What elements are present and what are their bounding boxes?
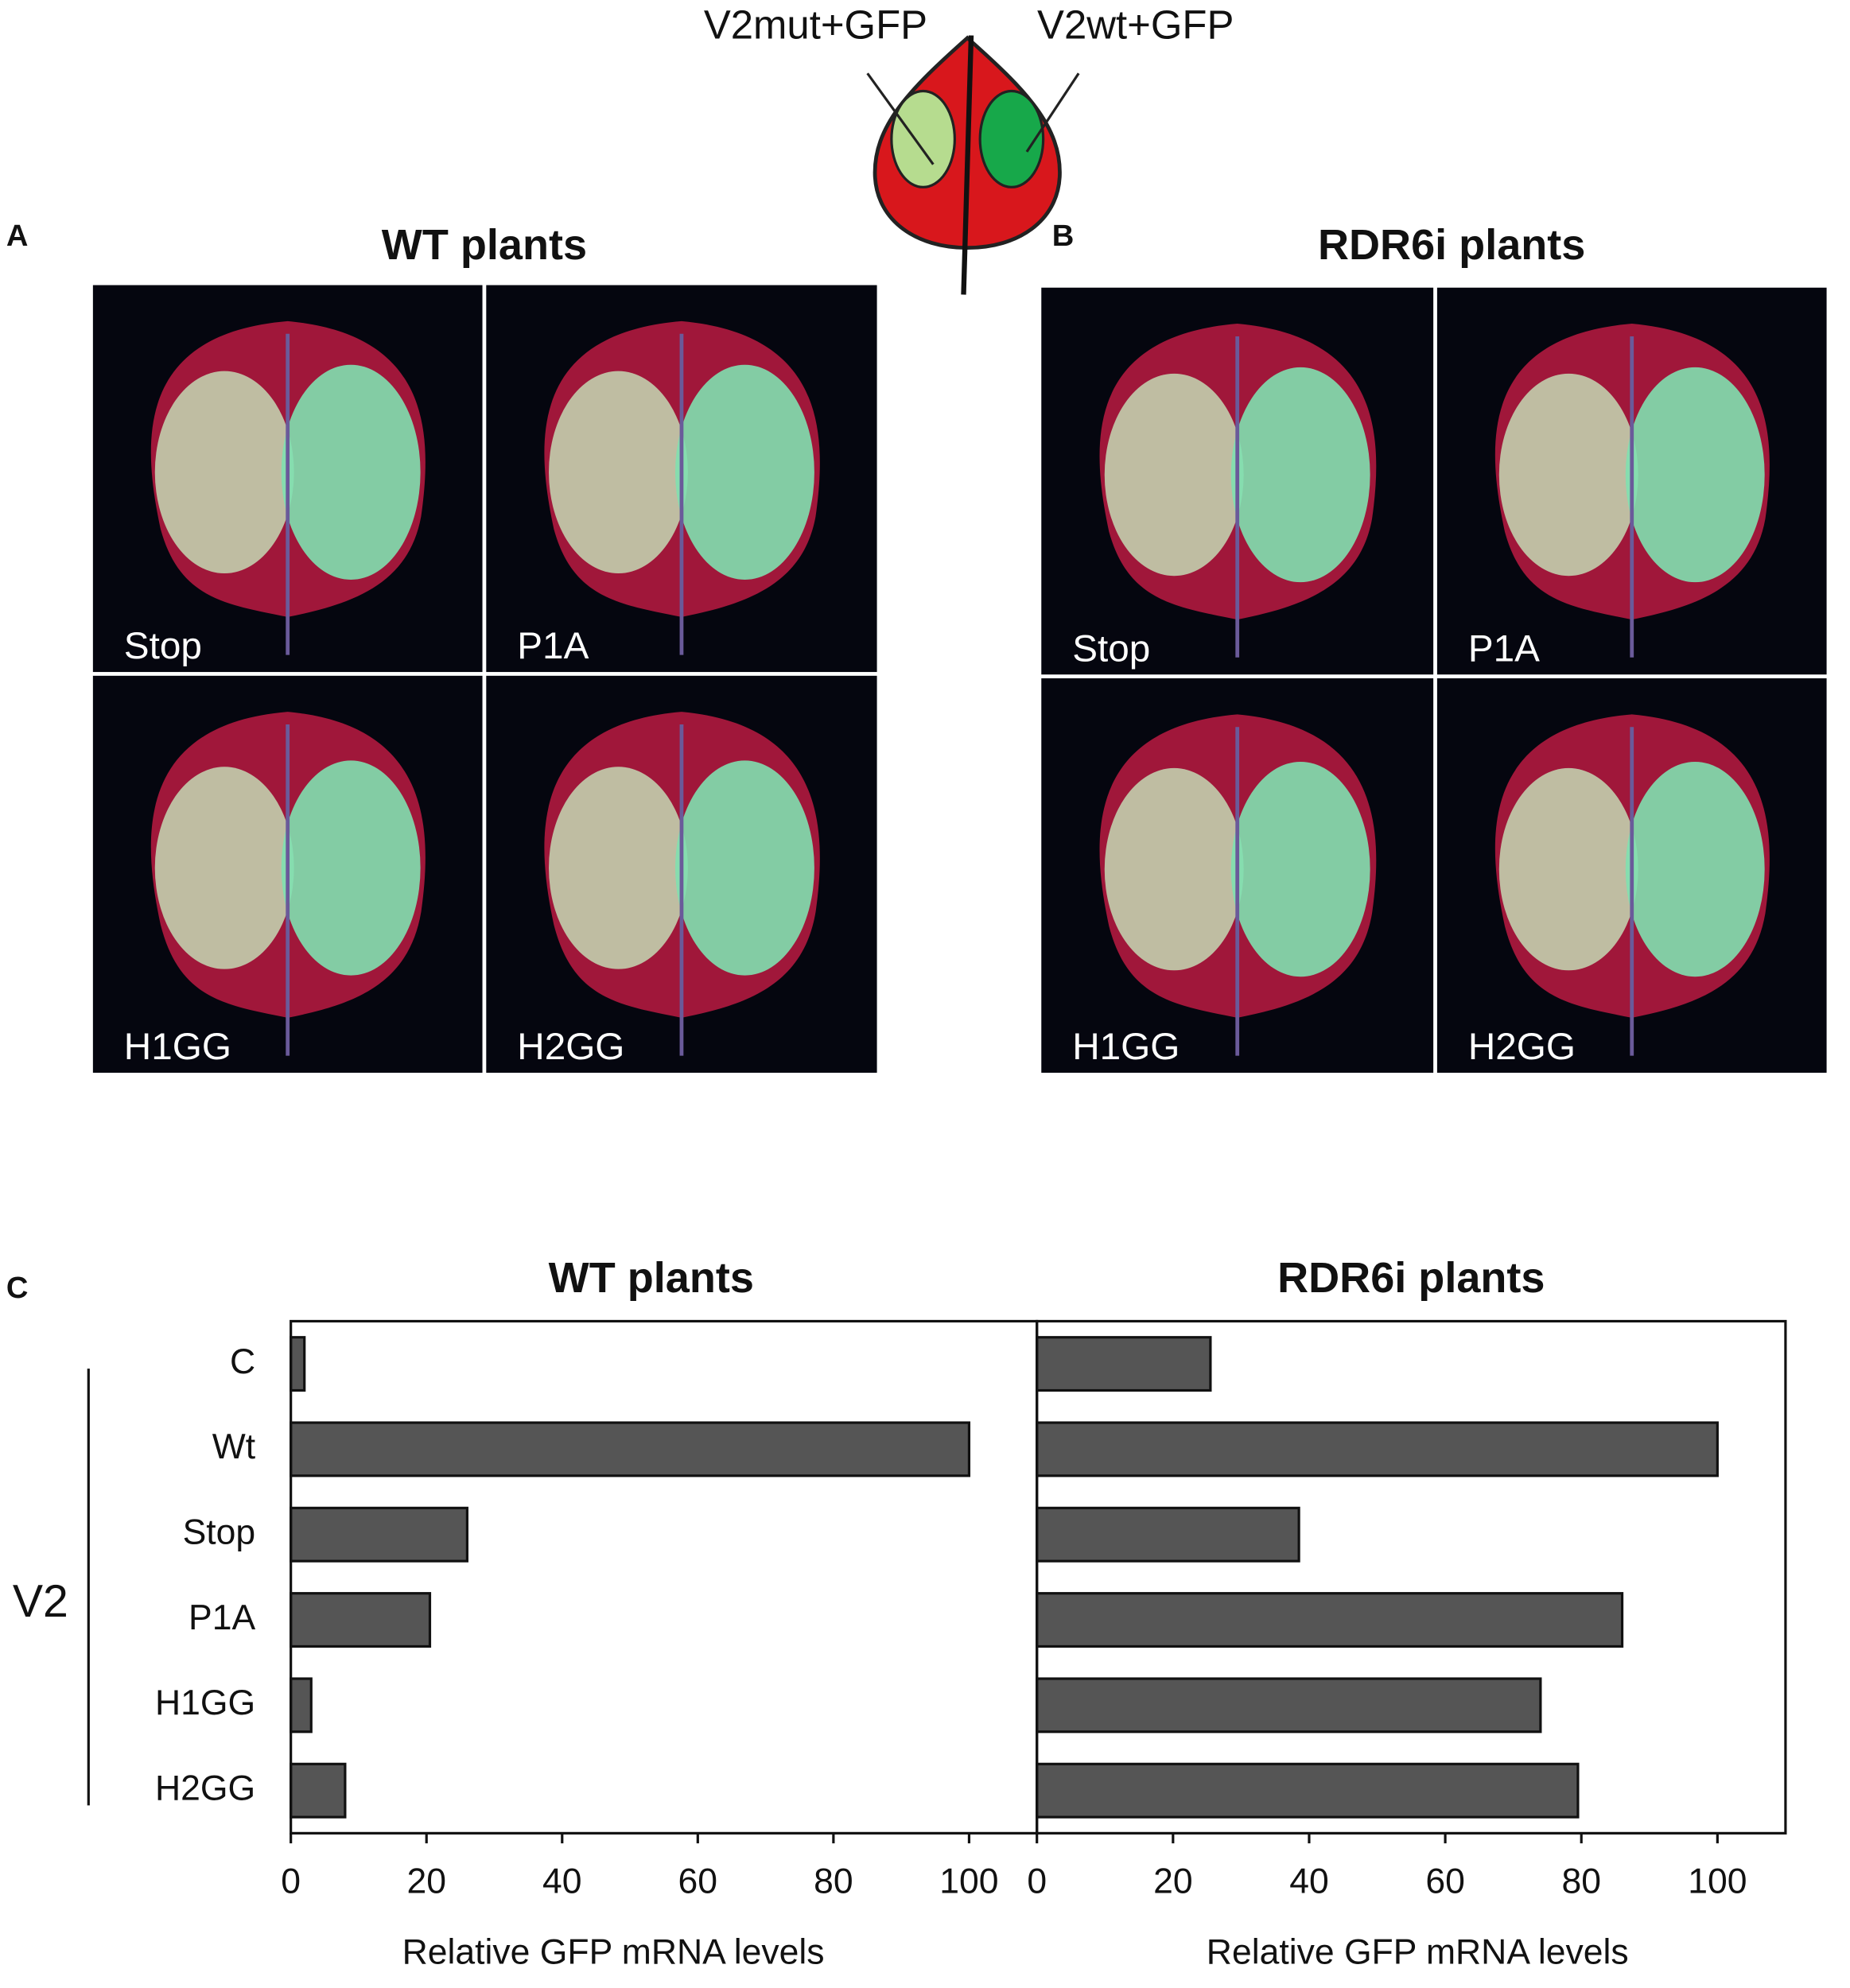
chart-title: WT plants: [549, 1254, 754, 1302]
infiltration: [154, 371, 294, 574]
panel-label: C: [6, 1271, 29, 1305]
bar: [290, 1677, 313, 1734]
x-tick-label: 60: [1425, 1862, 1465, 1901]
infiltration: [154, 767, 294, 969]
bar: [1036, 1336, 1212, 1392]
infiltration: [1230, 367, 1370, 583]
x-tick-label: 80: [1561, 1862, 1601, 1901]
x-tick-label: 20: [1153, 1862, 1193, 1901]
infiltration: [1104, 767, 1244, 971]
infiltration: [1625, 367, 1765, 583]
x-tick-label: 40: [1289, 1862, 1329, 1901]
infiltration: [281, 364, 421, 580]
panel-label: A: [6, 219, 29, 253]
bar: [1036, 1421, 1719, 1477]
photo-label: Stop: [1072, 627, 1150, 670]
photo-label: P1A: [1468, 627, 1540, 670]
photo-title: RDR6i plants: [1318, 221, 1585, 269]
infiltration: [1104, 373, 1244, 577]
bar: [290, 1506, 468, 1563]
y-tick-label: H2GG: [155, 1769, 255, 1807]
infiltration: [1498, 373, 1638, 577]
infiltration: [1625, 761, 1765, 977]
infiltration: [674, 364, 814, 580]
photo-label: P1A: [517, 625, 589, 667]
photo-label: H2GG: [1468, 1026, 1576, 1068]
leaf-diagram: V2mut+GFP V2wt+GFP: [704, 2, 1234, 295]
y-tick-label: C: [230, 1342, 255, 1381]
group-label: V2: [13, 1576, 68, 1627]
bar: [290, 1592, 432, 1648]
plot-frame: [290, 1319, 1039, 1835]
x-tick-label: 100: [939, 1862, 998, 1901]
chart-title: RDR6i plants: [1277, 1254, 1545, 1302]
photo-label: H1GG: [1072, 1026, 1180, 1068]
diagram-label: V2mut+GFP: [704, 2, 927, 47]
x-tick-label: 100: [1688, 1862, 1747, 1901]
x-tick-label: 80: [814, 1862, 853, 1901]
plot-frame: [1036, 1319, 1787, 1835]
bar: [290, 1421, 971, 1477]
bar: [1036, 1592, 1624, 1648]
photo-label: H2GG: [517, 1026, 624, 1068]
bar: [1036, 1762, 1580, 1819]
y-tick-label: H1GG: [155, 1683, 255, 1722]
axis-label: Relative GFP mRNA levels: [1207, 1933, 1629, 1972]
photo-title: WT plants: [382, 221, 587, 269]
photo-label: H1GG: [124, 1026, 231, 1068]
x-tick-label: 20: [406, 1862, 445, 1901]
panel-label: B: [1052, 219, 1075, 253]
infiltration: [549, 371, 688, 574]
infiltration: [1230, 761, 1370, 977]
bar: [1036, 1677, 1542, 1734]
y-tick-label: Wt: [212, 1427, 256, 1466]
x-tick-label: 0: [281, 1862, 301, 1901]
infiltration: [549, 767, 688, 969]
infiltration: [281, 760, 421, 976]
infiltration: [1498, 767, 1638, 971]
y-tick-label: P1A: [188, 1598, 255, 1637]
y-tick-label: Stop: [183, 1513, 256, 1552]
diagram-label: V2wt+GFP: [1037, 2, 1234, 47]
bar: [290, 1762, 347, 1819]
x-tick-label: 40: [542, 1862, 581, 1901]
bar: [290, 1336, 306, 1392]
photo-label: Stop: [124, 625, 202, 667]
infiltration: [674, 760, 814, 976]
axis-label: Relative GFP mRNA levels: [402, 1933, 825, 1972]
bar: [1036, 1506, 1300, 1563]
x-tick-label: 60: [678, 1862, 718, 1901]
x-tick-label: 0: [1027, 1862, 1047, 1901]
